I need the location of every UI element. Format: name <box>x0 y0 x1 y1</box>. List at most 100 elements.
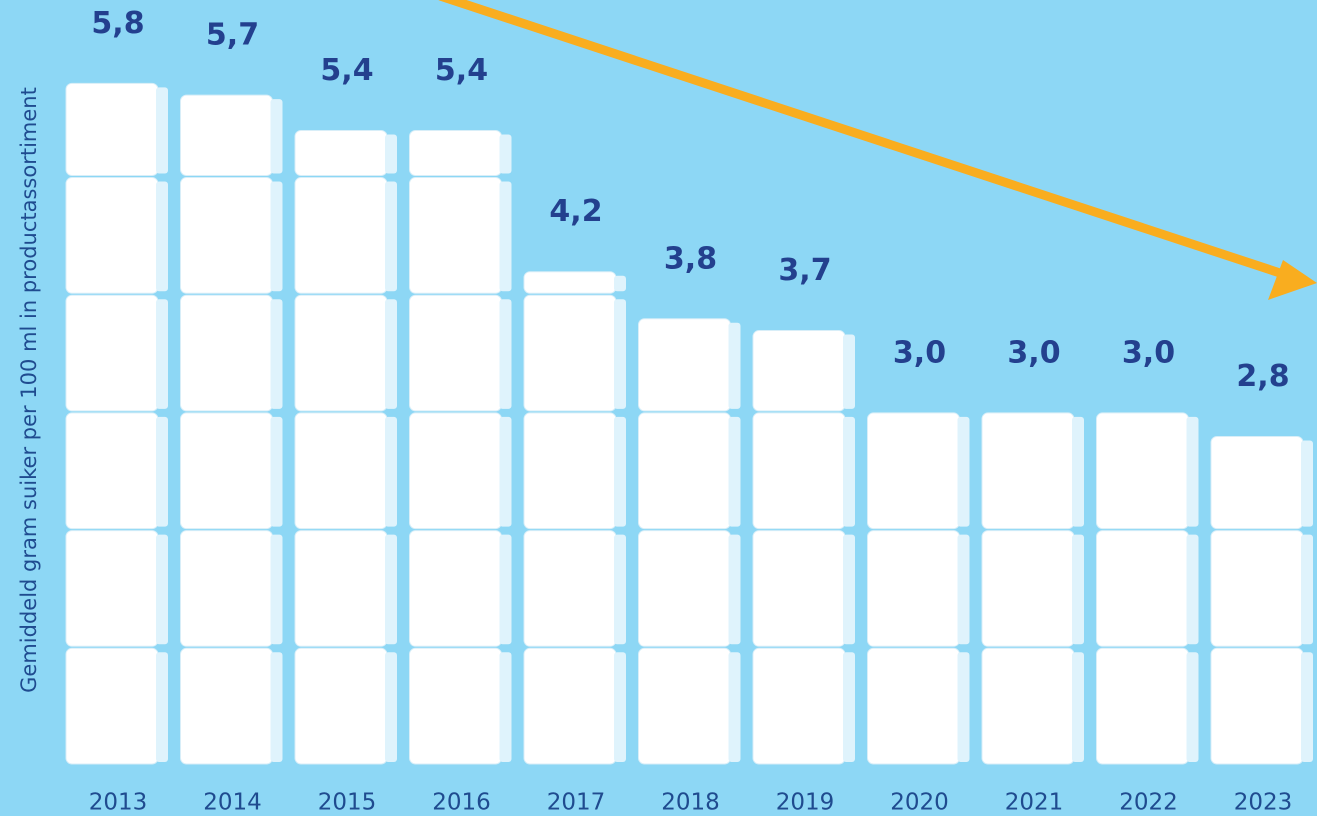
sugar-cube-side <box>156 535 168 645</box>
x-tick-label: 2020 <box>890 790 949 816</box>
sugar-cube <box>295 178 387 294</box>
sugar-cube-side <box>958 652 970 762</box>
bar <box>295 129 399 765</box>
sugar-cube-side <box>271 535 283 645</box>
bar <box>982 412 1086 765</box>
value-label: 5,4 <box>435 53 488 88</box>
sugar-cube <box>1211 531 1303 647</box>
sugar-cube-side <box>500 134 512 173</box>
value-label: 5,7 <box>206 18 259 53</box>
sugar-cube <box>639 413 731 529</box>
bar <box>753 330 857 765</box>
sugar-cube-side <box>1187 535 1199 645</box>
sugar-cube-side <box>1301 652 1313 762</box>
sugar-cube <box>410 130 502 175</box>
sugar-cube-side <box>1072 535 1084 645</box>
sugar-cube <box>66 295 158 411</box>
sugar-cube <box>181 95 273 175</box>
value-label: 5,4 <box>320 53 373 88</box>
value-label: 3,7 <box>778 253 831 288</box>
sugar-cube-side <box>500 535 512 645</box>
sugar-cube <box>524 413 616 529</box>
sugar-cube-side <box>271 417 283 527</box>
sugar-cube <box>1211 436 1303 528</box>
bar <box>181 94 285 765</box>
sugar-cube <box>753 331 845 411</box>
sugar-cube-side <box>1187 652 1199 762</box>
sugar-cube-side <box>271 182 283 292</box>
x-tick-label: 2022 <box>1119 790 1178 816</box>
sugar-cube-side <box>1072 417 1084 527</box>
sugar-cube <box>295 413 387 529</box>
x-tick-label: 2017 <box>547 790 606 816</box>
sugar-cube <box>1211 648 1303 764</box>
sugar-cube <box>295 531 387 647</box>
sugar-cube-side <box>385 134 397 173</box>
sugar-cube <box>1097 648 1189 764</box>
value-label: 3,8 <box>664 241 717 276</box>
sugar-cube <box>181 413 273 529</box>
x-tick-label: 2015 <box>318 790 377 816</box>
sugar-cube <box>524 295 616 411</box>
sugar-cube-side <box>614 299 626 409</box>
value-label: 3,0 <box>1007 335 1060 370</box>
value-label: 3,0 <box>1122 335 1175 370</box>
sugar-cube-side <box>614 535 626 645</box>
bar <box>1097 412 1201 765</box>
sugar-cube <box>868 413 960 529</box>
bar <box>66 82 170 765</box>
sugar-cube <box>295 295 387 411</box>
sugar-cube <box>868 648 960 764</box>
bar <box>1211 435 1315 765</box>
sugar-cube-side <box>729 323 741 409</box>
sugar-cube <box>524 272 616 294</box>
sugar-cube <box>868 531 960 647</box>
value-label: 4,2 <box>549 194 602 229</box>
sugar-cube <box>524 648 616 764</box>
sugar-cube <box>410 413 502 529</box>
bar <box>868 412 972 765</box>
sugar-cube-side <box>156 87 168 173</box>
sugar-cube-side <box>385 182 397 292</box>
sugar-cube <box>181 648 273 764</box>
sugar-cube-side <box>843 417 855 527</box>
sugar-cube-side <box>385 299 397 409</box>
sugar-cube-side <box>1301 440 1313 526</box>
sugar-cube-side <box>385 652 397 762</box>
sugar-cube <box>66 531 158 647</box>
sugar-cube-side <box>1072 652 1084 762</box>
x-tick-label: 2014 <box>203 790 262 816</box>
sugar-cube <box>181 178 273 294</box>
sugar-cube <box>639 648 731 764</box>
sugar-cube-side <box>500 652 512 762</box>
x-tick-label: 2018 <box>661 790 720 816</box>
sugar-cube-side <box>271 652 283 762</box>
sugar-cube-side <box>729 535 741 645</box>
sugar-cube <box>524 531 616 647</box>
value-label: 2,8 <box>1236 359 1289 394</box>
sugar-cube-side <box>729 652 741 762</box>
sugar-cube <box>410 531 502 647</box>
chart: Gemiddeld gram suiker per 100 ml in prod… <box>0 0 1317 816</box>
sugar-cube-side <box>500 182 512 292</box>
bar <box>410 129 514 765</box>
value-label: 5,8 <box>91 6 144 41</box>
sugar-cube <box>639 531 731 647</box>
sugar-cube-side <box>385 417 397 527</box>
sugar-cube-side <box>271 99 283 173</box>
sugar-cube-side <box>156 182 168 292</box>
sugar-cube-side <box>385 535 397 645</box>
x-tick-label: 2023 <box>1234 790 1293 816</box>
sugar-cube <box>181 295 273 411</box>
sugar-cube <box>1097 413 1189 529</box>
sugar-cube <box>410 648 502 764</box>
sugar-cube <box>295 648 387 764</box>
sugar-cube <box>181 531 273 647</box>
x-tick-label: 2019 <box>776 790 835 816</box>
x-tick-label: 2013 <box>89 790 148 816</box>
sugar-cube <box>753 531 845 647</box>
sugar-cube-side <box>614 276 626 292</box>
sugar-cube-side <box>614 417 626 527</box>
sugar-cube <box>410 295 502 411</box>
sugar-cube-side <box>156 417 168 527</box>
